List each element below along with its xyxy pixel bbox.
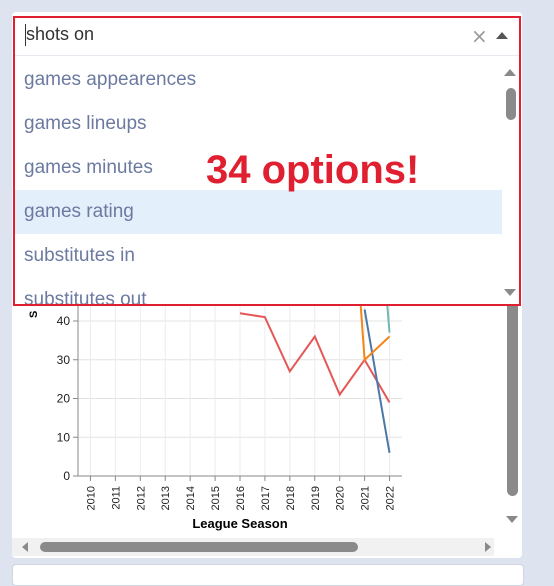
x-tick-label: 2011 — [110, 486, 122, 510]
chart-series — [239, 289, 391, 453]
x-tick-label: 2013 — [160, 486, 172, 510]
x-tick-label: 2021 — [360, 486, 372, 510]
scroll-down-arrow-icon[interactable] — [506, 516, 518, 523]
option-item[interactable]: substitutes in — [24, 245, 135, 266]
x-tick-label: 2017 — [260, 486, 272, 510]
options-scroll-down-icon[interactable] — [504, 289, 516, 296]
series-line — [386, 301, 391, 333]
x-tick-label: 2016 — [235, 486, 247, 510]
x-tick-label: 2018 — [285, 486, 297, 510]
x-tick-label: 2010 — [85, 486, 97, 510]
series-line — [363, 309, 391, 453]
close-icon[interactable]: × — [471, 24, 488, 48]
select-control[interactable]: shots on × — [15, 18, 519, 56]
chart-vertical-scroll-thumb[interactable] — [507, 300, 518, 496]
option-item[interactable]: substitutes out — [24, 289, 147, 306]
x-tick-label: 2020 — [335, 486, 347, 510]
option-item[interactable]: games lineups — [24, 113, 147, 134]
y-tick-label: 40 — [57, 314, 71, 328]
line-chart: 0 10 20 30 40 2010 2011 2012 2013 2014 2015 2016 201… — [28, 289, 402, 531]
y-tick-label: 10 — [57, 430, 71, 444]
y-axis-label: S — [28, 311, 40, 318]
select-input[interactable]: shots on — [26, 24, 95, 44]
series-line — [358, 289, 391, 362]
y-tick-label: 0 — [63, 469, 70, 483]
y-tick-label: 30 — [57, 353, 71, 367]
x-tick-label: 2015 — [210, 486, 222, 510]
options-scroll-up-icon[interactable] — [504, 69, 516, 76]
chevron-up-icon[interactable] — [496, 32, 508, 39]
x-tick-label: 2014 — [185, 486, 197, 510]
next-panel — [12, 564, 524, 586]
x-tick-label: 2019 — [310, 486, 322, 510]
x-axis-label: League Season — [192, 516, 287, 531]
scroll-right-arrow-icon[interactable] — [485, 542, 491, 552]
y-tick-label: 20 — [57, 392, 71, 406]
option-item[interactable]: games minutes — [24, 157, 153, 178]
options-scroll-thumb[interactable] — [506, 88, 516, 120]
x-tick-label: 2012 — [135, 486, 147, 510]
horizontal-scroll-thumb[interactable] — [40, 542, 358, 552]
scroll-left-arrow-icon[interactable] — [22, 542, 28, 552]
chart-grid — [78, 290, 402, 477]
x-tick-label: 2022 — [385, 486, 397, 510]
option-item[interactable]: games rating — [15, 190, 502, 234]
metric-select-dropdown[interactable]: shots on × games appearences games lineup… — [13, 16, 521, 306]
option-item[interactable]: games appearences — [24, 69, 197, 90]
option-list: games appearences games lineups games minu… — [15, 58, 502, 306]
options-count-annotation: 34 options! — [206, 148, 420, 192]
text-cursor — [25, 24, 26, 46]
chart-axes: 0 10 20 30 40 2010 2011 2012 2013 2014 2015 2016 201… — [57, 290, 402, 510]
